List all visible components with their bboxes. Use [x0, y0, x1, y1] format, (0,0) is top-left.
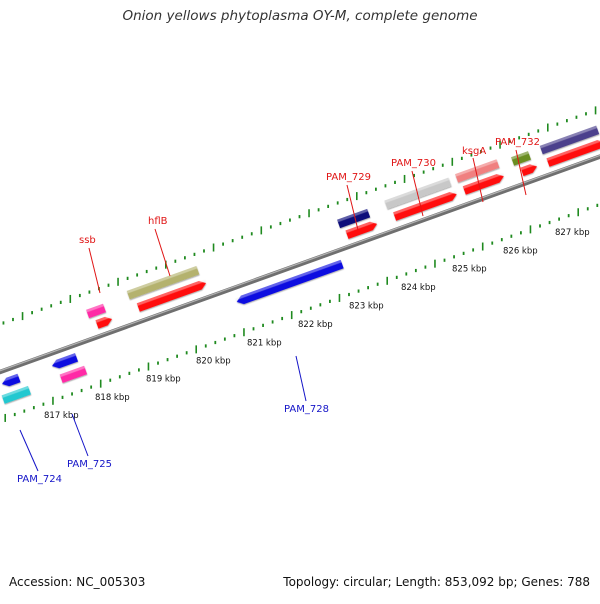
map-title: Onion yellows phytoplasma OY-M, complete… [122, 8, 478, 24]
labels: 817 kbp 818 kbp 819 kbp 820 kbp 821 kbp 822 k… [17, 137, 590, 485]
pam732-cds-arrow [520, 162, 538, 177]
kbp-label: 826 kbp [503, 246, 538, 256]
pam728-gene-label: PAM_728 [284, 404, 329, 415]
pam733-gene-box-gloss [539, 125, 598, 149]
pam732-leader-line [515, 149, 527, 196]
ssb-gene-box [86, 303, 107, 319]
kbp-label: 820 kbp [196, 357, 231, 367]
ssb-gene-box-shape [86, 303, 107, 319]
ssb-cds-arrow [95, 314, 113, 329]
pam728-leader-line [295, 355, 307, 402]
pam724-gene-box-shape [1, 385, 31, 404]
pam733-cds-arrow-shape [546, 140, 600, 167]
accession-text: Accession: NC_005303 [9, 575, 146, 589]
ksga-cds-arrow-gloss [462, 172, 504, 189]
pam725-cds-arrow-gloss [50, 353, 76, 365]
ksga-gene-label: ksgA [462, 146, 486, 157]
kbp-label: 824 kbp [401, 283, 436, 293]
pam732-gene-label: PAM_732 [495, 137, 540, 148]
pam724-leader-line [19, 429, 39, 472]
hflb-gene-box-shape [126, 265, 200, 300]
pam725-gene-box-shape [59, 365, 88, 383]
tick-row-reverse [4, 203, 599, 422]
hflb-leader-line [154, 228, 171, 277]
pam729-gene-box [337, 208, 371, 229]
ksga-leader-line [472, 157, 484, 203]
backbone-highlight [0, 154, 600, 372]
pam729-gene-box-shape [337, 208, 371, 229]
kbp-label: 822 kbp [298, 320, 333, 330]
pam724-cds-arrow-gloss [0, 373, 19, 383]
pam730-cds-arrow [393, 189, 457, 221]
hflb-cds-arrow-shape [136, 280, 207, 312]
kbp-label: 823 kbp [349, 302, 384, 312]
pam724-gene-box [1, 385, 31, 404]
pam725-gene-box-gloss [59, 365, 85, 378]
pam733-cds-arrow [546, 138, 600, 167]
ksga-gene-box-shape [455, 159, 500, 183]
pam729-gene-label: PAM_729 [326, 172, 371, 183]
pam732-gene-box-shape [511, 151, 532, 166]
pam729-gene-box-gloss [337, 208, 369, 223]
ksga-cds-arrow [462, 172, 504, 195]
pam725-cds-arrow [50, 353, 79, 369]
pam725-gene-box [59, 365, 88, 383]
kbp-label: 821 kbp [247, 338, 282, 348]
pam733-gene-box-shape [539, 125, 600, 155]
pam730-leader-line [411, 170, 424, 217]
kbp-label: 825 kbp [452, 265, 487, 275]
ssb-cds-arrow-gloss [95, 314, 112, 323]
ksga-gene-box-gloss [455, 159, 498, 177]
kbp-label: 817 kbp [44, 411, 79, 421]
tick-row-forward [2, 106, 597, 325]
hflb-gene-label: hflB [148, 216, 168, 227]
kbp-label: 827 kbp [555, 228, 590, 238]
topology-text: Topology: circular; Length: 853,092 bp; … [283, 575, 590, 589]
pam729-leader-line [346, 184, 359, 231]
hflb-cds-arrow [136, 278, 207, 312]
pam730-cds-arrow-gloss [393, 189, 457, 215]
pam725-gene-label: PAM_725 [67, 459, 112, 470]
pam732-gene-box [511, 151, 532, 166]
pam724-gene-box-gloss [1, 385, 29, 398]
pam729-cds-arrow-shape [345, 221, 378, 239]
pam730-gene-label: PAM_730 [391, 158, 436, 169]
kbp-label: 818 kbp [95, 393, 130, 403]
pam732-cds-arrow-gloss [520, 162, 537, 171]
pam724-cds-arrow [0, 373, 21, 387]
backbone-line [0, 154, 600, 375]
pam733-gene-box [539, 125, 600, 155]
pam725-leader-line [71, 413, 89, 457]
hflb-gene-box [126, 265, 200, 300]
tick-marks [2, 106, 599, 422]
hflb-cds-arrow-gloss [136, 278, 206, 306]
ksga-gene-box [455, 159, 500, 183]
ssb-leader-line [88, 247, 101, 294]
pam729-cds-arrow [345, 219, 378, 239]
ssb-gene-box-gloss [86, 303, 104, 313]
backbone [0, 154, 600, 375]
ssb-gene-label: ssb [79, 235, 96, 246]
ksga-cds-arrow-shape [462, 174, 504, 195]
kbp-label: 819 kbp [146, 375, 181, 385]
pam732-gene-box-gloss [511, 151, 529, 160]
pam733-cds-arrow-gloss [546, 138, 600, 161]
pam728-cds-arrow [235, 259, 344, 305]
pam728-cds-arrow-gloss [235, 259, 342, 301]
hflb-gene-box-gloss [126, 265, 198, 294]
pam729-cds-arrow-gloss [345, 219, 377, 234]
pam730-cds-arrow-shape [393, 192, 457, 221]
pam724-gene-label: PAM_724 [17, 474, 62, 485]
